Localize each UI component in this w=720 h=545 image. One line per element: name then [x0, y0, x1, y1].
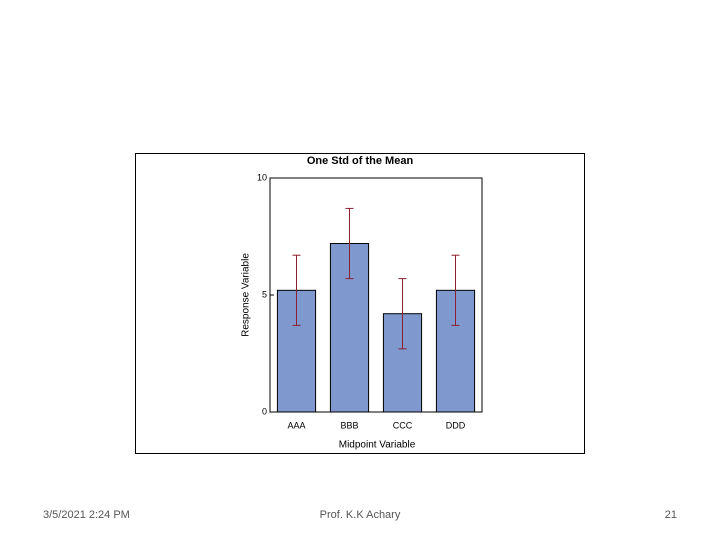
x-axis-label: Midpoint Variable — [339, 440, 416, 451]
chart-title: One Std of the Mean — [307, 155, 414, 167]
plot-frame — [269, 177, 483, 413]
error-bar — [451, 254, 460, 326]
y-axis-label: Response Variable — [241, 253, 252, 337]
footer-page: 21 — [665, 509, 677, 521]
error-bar — [398, 278, 407, 350]
y-tick-label: 5 — [262, 289, 267, 299]
footer-date: 3/5/2021 2:24 PM — [43, 509, 130, 521]
error-bar — [292, 254, 301, 326]
footer-author: Prof. K.K Achary — [320, 509, 401, 521]
y-tick-label: 10 — [257, 172, 267, 182]
error-bar — [345, 207, 354, 280]
x-tick-label: DDD — [446, 420, 466, 430]
x-tick-label: BBB — [340, 420, 358, 430]
y-tick-label: 0 — [262, 406, 267, 416]
x-tick-label: AAA — [287, 420, 305, 430]
x-tick-label: CCC — [393, 420, 413, 430]
